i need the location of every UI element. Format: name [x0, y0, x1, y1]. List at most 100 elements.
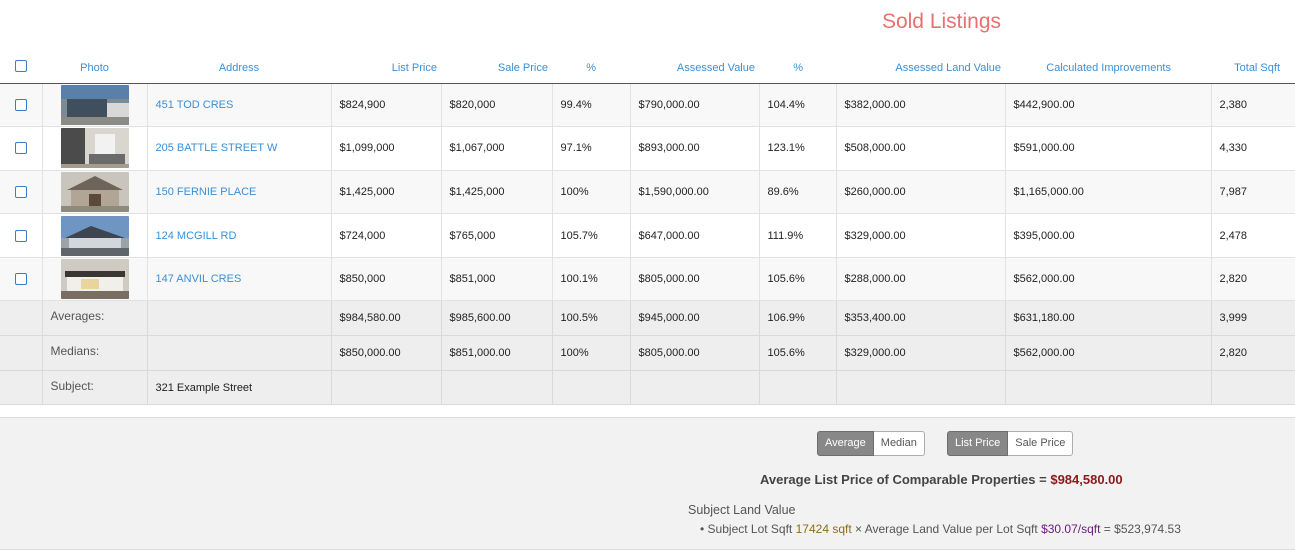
land-result: $523,974.53 [1114, 522, 1181, 536]
select-all-header [0, 54, 42, 84]
subject-label: Subject: [42, 370, 148, 406]
pct-assessed-cell: 104.4% [759, 83, 837, 128]
medians-pct-assessed: 105.6% [759, 335, 837, 371]
land-value-title: Subject Land Value [688, 503, 796, 517]
col-pct-sale[interactable]: % [552, 54, 630, 84]
sale-price-cell: $820,000 [441, 83, 553, 128]
equals-sign: = [1103, 522, 1111, 536]
average-button[interactable]: Average [817, 431, 874, 456]
calculated-improvements-cell: $442,900.00 [1005, 83, 1212, 128]
subject-address: 321 Example Street [147, 370, 332, 406]
address-cell: 150 FERNIE PLACE [147, 170, 332, 215]
subject-empty [331, 370, 442, 406]
row-checkbox[interactable] [14, 186, 27, 199]
total-sqft-cell: 7,987 [1211, 170, 1295, 215]
assessed-land-value-cell: $260,000.00 [836, 170, 1006, 215]
col-list-price[interactable]: List Price [331, 54, 441, 84]
address-link[interactable]: 150 FERNIE PLACE [155, 185, 257, 198]
house-photo[interactable] [60, 215, 129, 256]
col-assessed-land-value[interactable]: Assessed Land Value [836, 54, 1005, 84]
col-assessed-value[interactable]: Assessed Value [630, 54, 759, 84]
row-select-cell [0, 126, 43, 171]
col-photo[interactable]: Photo [42, 54, 147, 84]
total-sqft-cell: 2,820 [1211, 257, 1295, 302]
medians-row: Medians: $850,000.00 $851,000.00 100% $8… [0, 335, 1295, 371]
subject-empty [441, 370, 553, 406]
col-sale-price[interactable]: Sale Price [441, 54, 552, 84]
median-button[interactable]: Median [873, 431, 925, 456]
address-cell: 205 BATTLE STREET W [147, 126, 332, 171]
row-checkbox[interactable] [14, 273, 27, 286]
assessed-land-value-cell: $329,000.00 [836, 213, 1006, 258]
photo-cell [42, 170, 148, 215]
photo-cell [42, 257, 148, 302]
pct-assessed-cell: 111.9% [759, 213, 837, 258]
row-select-cell [0, 170, 43, 215]
pct-sale-cell: 97.1% [552, 126, 631, 171]
address-link[interactable]: 451 TOD CRES [155, 98, 234, 111]
averages-label: Averages: [42, 300, 148, 337]
medians-spacer [0, 335, 43, 371]
col-total-sqft[interactable]: Total Sqft [1211, 54, 1295, 84]
list-price-cell: $824,900 [331, 83, 442, 128]
subject-row: Subject: 321 Example Street [0, 370, 1295, 406]
medians-pct-sale: 100% [552, 335, 631, 371]
lot-label: Subject Lot Sqft [707, 522, 793, 536]
address-cell: 124 MCGILL RD [147, 213, 332, 258]
calculated-improvements-cell: $562,000.00 [1005, 257, 1212, 302]
medians-list-price: $850,000.00 [331, 335, 442, 371]
price-toggle: List Price Sale Price [947, 431, 1074, 456]
address-link[interactable]: 147 ANVIL CRES [155, 273, 242, 286]
sale-price-cell: $1,067,000 [441, 126, 553, 171]
col-address[interactable]: Address [147, 54, 331, 84]
calculated-improvements-cell: $395,000.00 [1005, 213, 1212, 258]
assessed-land-value-cell: $382,000.00 [836, 83, 1006, 128]
table-row: 147 ANVIL CRES $850,000 $851,000 100.1% … [0, 257, 1295, 302]
summary-amount: $984,580.00 [1050, 472, 1123, 487]
medians-assessed-land-value: $329,000.00 [836, 335, 1006, 371]
address-cell: 147 ANVIL CRES [147, 257, 332, 302]
avg-land-label: Average Land Value per Lot Sqft [864, 522, 1038, 536]
medians-label: Medians: [42, 335, 148, 371]
assessed-land-value-cell: $508,000.00 [836, 126, 1006, 171]
averages-pct-sale: 100.5% [552, 300, 631, 337]
page-title: Sold Listings [881, 10, 1002, 33]
subject-empty [836, 370, 1006, 406]
medians-total-sqft: 2,820 [1211, 335, 1295, 371]
list-price-button[interactable]: List Price [947, 431, 1009, 456]
sale-price-button[interactable]: Sale Price [1008, 431, 1074, 456]
assessed-value-cell: $893,000.00 [630, 126, 760, 171]
house-photo[interactable] [60, 259, 129, 300]
row-checkbox[interactable] [14, 142, 27, 155]
address-link[interactable]: 124 MCGILL RD [155, 229, 237, 242]
averages-calculated-improvements: $631,180.00 [1005, 300, 1212, 337]
address-cell: 451 TOD CRES [147, 83, 332, 128]
pct-sale-cell: 99.4% [552, 83, 631, 128]
list-price-cell: $724,000 [331, 213, 442, 258]
total-sqft-cell: 2,380 [1211, 83, 1295, 128]
averages-row: Averages: $984,580.00 $985,600.00 100.5%… [0, 300, 1295, 337]
header-row: Photo Address List Price Sale Price % As… [0, 54, 1295, 84]
averages-assessed-value: $945,000.00 [630, 300, 760, 337]
house-photo[interactable] [60, 84, 129, 125]
row-checkbox[interactable] [14, 98, 27, 111]
subject-empty [630, 370, 760, 406]
house-photo[interactable] [60, 128, 129, 169]
row-select-cell [0, 257, 43, 302]
row-select-cell [0, 83, 43, 128]
table-row: 150 FERNIE PLACE $1,425,000 $1,425,000 1… [0, 170, 1295, 215]
table-row: 124 MCGILL RD $724,000 $765,000 105.7% $… [0, 213, 1295, 258]
subject-empty [552, 370, 631, 406]
table-row: 451 TOD CRES $824,900 $820,000 99.4% $79… [0, 83, 1295, 128]
address-link[interactable]: 205 BATTLE STREET W [155, 142, 278, 155]
medians-assessed-value: $805,000.00 [630, 335, 760, 371]
col-calculated-improvements[interactable]: Calculated Improvements [1005, 54, 1211, 84]
comparison-panel: Average Median List Price Sale Price Ave… [0, 417, 1295, 550]
row-checkbox[interactable] [14, 229, 27, 242]
col-pct-assessed[interactable]: % [759, 54, 836, 84]
stat-toggle: Average Median [817, 431, 925, 456]
house-photo[interactable] [60, 171, 129, 212]
select-all-checkbox[interactable] [15, 60, 27, 73]
medians-address [147, 335, 332, 371]
photo-cell [42, 126, 148, 171]
